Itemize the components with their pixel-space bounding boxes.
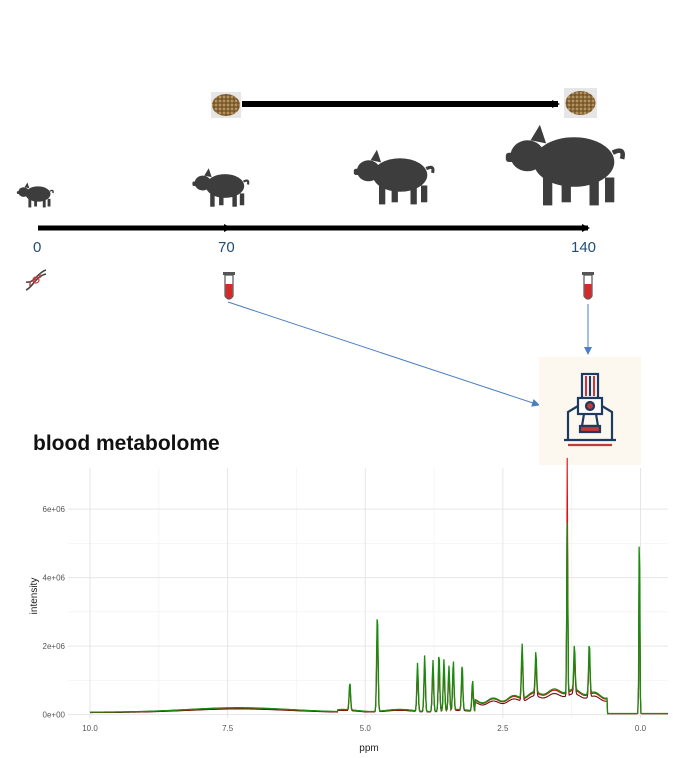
spectrum-chart: 0e+00 2e+06 4e+06 6e+06 10.0 7.5 5.0 2.5 0.0 pp… xyxy=(29,457,668,754)
sample-arrow-day70 xyxy=(227,301,540,407)
blood-tube-icon xyxy=(582,272,594,300)
timeline-tick-140: 140 xyxy=(571,239,596,256)
blood-tube-icon xyxy=(223,272,235,300)
young-pig-icon xyxy=(192,168,250,207)
y-axis-title: intensity xyxy=(29,578,40,615)
timeline-tick-70: 70 xyxy=(218,239,235,256)
dna-icon xyxy=(25,269,47,291)
spectrum-series-green xyxy=(90,522,668,715)
timeline-tick-0: 0 xyxy=(33,239,41,256)
x-tick-label: 2.5 xyxy=(497,724,509,733)
x-tick-label: 10.0 xyxy=(82,724,98,733)
feed-bowl-icon xyxy=(564,88,597,118)
x-tick-label: 0.0 xyxy=(635,724,647,733)
x-axis-title: ppm xyxy=(359,743,378,754)
x-axis-ticks: 10.0 7.5 5.0 2.5 0.0 xyxy=(82,724,646,733)
chart-grid xyxy=(68,468,668,718)
nmr-spectrometer-icon xyxy=(539,357,641,465)
section-title: blood metabolome xyxy=(33,432,220,455)
y-tick-label: 6e+06 xyxy=(43,505,66,514)
y-tick-label: 4e+06 xyxy=(43,574,66,583)
y-tick-label: 0e+00 xyxy=(43,711,66,720)
y-axis-ticks: 0e+00 2e+06 4e+06 6e+06 xyxy=(43,505,66,719)
x-tick-label: 7.5 xyxy=(222,724,234,733)
spectrum-series xyxy=(90,457,668,715)
growing-pig-icon xyxy=(353,149,435,205)
adult-pig-icon xyxy=(505,124,625,206)
x-tick-label: 5.0 xyxy=(360,724,372,733)
piglet-icon xyxy=(16,182,54,208)
feed-bowl-icon xyxy=(211,92,241,118)
y-tick-label: 2e+06 xyxy=(43,642,66,651)
